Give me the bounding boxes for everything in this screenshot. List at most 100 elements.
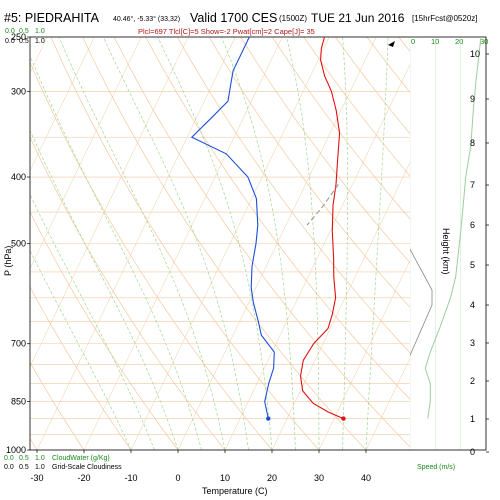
moist-adiabat-10 (58, 37, 226, 450)
height-tick-label: 3 (470, 338, 475, 348)
wind-barb (392, 396, 407, 412)
wind-speed-line (424, 37, 482, 419)
sounding-params: Plcl=697 Tlcl[C]=5 Show=-2 Pwat[cm]=2 Ca… (138, 27, 315, 36)
moist-adiabat-25 (221, 37, 296, 450)
moist-adiabat-35 (342, 37, 348, 450)
valid-time: Valid 1700 CES (190, 11, 277, 25)
wind-barb (392, 280, 404, 284)
x-tick-label: 10 (220, 473, 230, 483)
dry-adiabat-30 (50, 37, 320, 450)
y-axis-label: P (hPa) (3, 246, 13, 276)
x-tick-label: -30 (30, 473, 43, 483)
p-tick-label: 300 (11, 86, 26, 96)
wind-barb (392, 238, 404, 242)
wind-barb (392, 126, 404, 130)
x-tick-label: -20 (77, 473, 90, 483)
height-tick-label: 4 (470, 300, 475, 310)
dry-adiabat-70 (176, 37, 410, 354)
station-title: #5: PIEDRAHITA (4, 11, 100, 25)
cloudwater-val-0: 0.0 (4, 455, 14, 462)
dry-adiabat-10 (30, 136, 226, 450)
wind-profile (392, 37, 482, 419)
wind-barb (392, 266, 404, 270)
top-scale-label-1: 0.5 (19, 28, 29, 35)
height-tick-label: 5 (470, 260, 475, 270)
surface-dewpoint (266, 416, 271, 421)
isotherm--30 (36, 37, 236, 450)
x-axis-label: Temperature (C) (202, 486, 268, 496)
utc-time: (1500Z) (279, 14, 307, 23)
dry-adiabat-lines (30, 37, 500, 450)
top-cloud-scale: 0.0 0.5 1.0 0.0 0.5 1.0 (5, 28, 45, 45)
bottom-legend: 0.0 0.5 1.0 CloudWater (g/Kg) 0.0 0.5 1.… (4, 455, 455, 471)
dry-adiabat--20 (30, 361, 85, 450)
isotherm-10 (224, 63, 410, 450)
height-tick-label: 2 (470, 376, 475, 386)
pressure-axis-ticks: 1000 850 700 500 400 300 250 (6, 32, 30, 455)
moist-adiabat-20 (157, 37, 273, 450)
cloudwater-label: CloudWater (g/Kg) (52, 455, 110, 462)
wind-barb (392, 56, 404, 60)
height-tick-label: 10 (470, 49, 480, 59)
wind-barb (392, 380, 407, 412)
moist-adiabat--10 (30, 249, 132, 450)
dry-adiabat-160 (462, 37, 500, 450)
speed-label-20: 20 (455, 37, 463, 46)
p-tick-label: 250 (11, 32, 26, 42)
isotherm--60 (30, 37, 95, 172)
dry-adiabat-20 (30, 61, 273, 450)
series-temperature (299, 37, 344, 420)
moist-adiabat-30 (286, 37, 320, 450)
cloudwater-val-1: 0.5 (19, 455, 29, 462)
isotherm--10 (130, 37, 330, 450)
dry-adiabat-60 (145, 37, 410, 400)
dry-adiabat-0 (30, 211, 179, 450)
isotherm-30 (318, 259, 410, 450)
isotherm-40 (365, 357, 410, 450)
north-arrow-icon (388, 41, 395, 47)
height-tick-label: 0 (470, 447, 475, 457)
speed-label-30: 30 (480, 37, 488, 46)
moist-adiabat-5 (30, 54, 202, 450)
wind-barb (392, 360, 407, 412)
moist-adiabat-0 (30, 129, 179, 450)
wind-barb (392, 368, 407, 412)
dry-adiabat-40 (82, 37, 367, 450)
moist-adiabat-lines (30, 37, 389, 450)
dry-adiabat-90 (240, 37, 410, 264)
wind-barb (392, 408, 407, 412)
p-tick-label: 1000 (6, 445, 26, 455)
wind-barb (392, 168, 404, 172)
dry-adiabat--10 (30, 286, 132, 450)
wind-barb (392, 154, 404, 158)
series-dewpoint (190, 37, 275, 419)
top-scale-label-0b: 0.0 (5, 38, 15, 45)
dry-adiabat-170 (494, 37, 500, 450)
forecast-init: [15hrFcst@0520z] (412, 14, 477, 23)
cloudiness-val-2: 1.0 (35, 464, 45, 471)
isotherm--50 (30, 37, 142, 270)
x-axis-ticks: -30 -20 -10 0 10 20 30 40 (30, 450, 371, 483)
y2-axis-label: Height (km) (441, 228, 451, 275)
cloudiness-val-1: 0.5 (19, 464, 29, 471)
isotherm--20 (83, 37, 283, 450)
cloudiness-val-0: 0.0 (4, 464, 14, 471)
speed-axis-label: Speed (m/s) (417, 464, 455, 471)
series-parcel (306, 184, 339, 226)
wind-barb (392, 404, 407, 412)
height-tick-label: 7 (470, 180, 475, 190)
x-tick-label: -10 (124, 473, 137, 483)
x-tick-label: 40 (361, 473, 371, 483)
sounding-series (190, 37, 346, 421)
wind-barb (392, 322, 404, 326)
dry-adiabat-100 (271, 37, 410, 220)
top-scale-label-0: 0.0 (5, 28, 15, 35)
dry-adiabat-80 (208, 37, 410, 308)
dry-adiabat-150 (430, 37, 500, 450)
wind-barb (392, 182, 404, 186)
speed-label-0: 0 (411, 37, 415, 46)
cloudwater-val-2: 1.0 (35, 455, 45, 462)
wind-barb (392, 392, 407, 412)
height-tick-label: 8 (470, 138, 475, 148)
